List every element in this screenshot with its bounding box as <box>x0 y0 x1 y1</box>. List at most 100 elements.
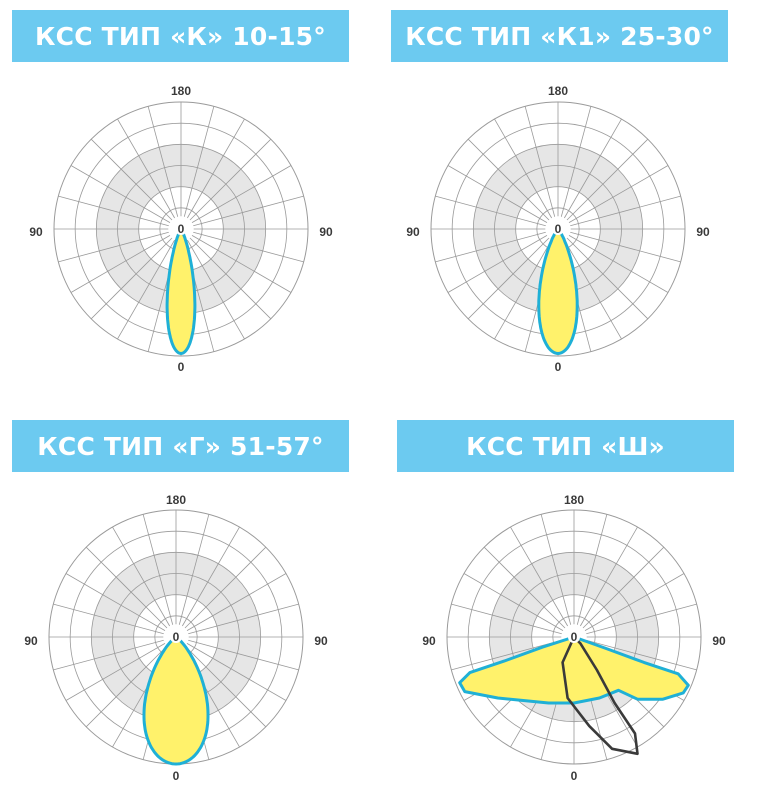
label-right: 90 <box>712 634 726 648</box>
label-top: 180 <box>166 493 186 507</box>
grid-spoke <box>182 526 240 627</box>
grid-spoke <box>85 546 168 629</box>
label-top: 180 <box>548 84 568 98</box>
grid-spoke <box>184 645 267 728</box>
center-dot <box>170 631 182 643</box>
grid-spoke <box>65 573 166 631</box>
grid-spoke <box>451 603 562 635</box>
grid-spoke <box>193 231 304 263</box>
label-bottom: 0 <box>173 769 180 783</box>
grid-spoke <box>564 239 622 340</box>
grid-spoke <box>187 118 245 219</box>
label-right: 90 <box>319 225 333 239</box>
center-dot <box>568 631 580 643</box>
grid-spoke <box>70 165 171 223</box>
grid-spoke <box>193 195 304 227</box>
label-left: 90 <box>24 634 38 648</box>
grid-spoke <box>117 118 175 219</box>
grid-spoke <box>142 514 174 625</box>
grid-spoke <box>58 231 169 263</box>
label-center: 0 <box>178 222 185 236</box>
grid-spoke <box>435 195 546 227</box>
grid-spoke <box>568 235 669 293</box>
grid-spoke <box>451 639 562 671</box>
diagram-title: КСС ТИП «Г» 51-57° <box>12 420 349 472</box>
grid-spoke <box>586 603 697 635</box>
label-left: 90 <box>406 225 420 239</box>
grid-spoke <box>582 546 665 629</box>
diagram-title: КСС ТИП «К» 10-15° <box>12 10 349 62</box>
grid-spoke <box>65 643 166 701</box>
grid-spoke <box>540 514 572 625</box>
center-dot <box>175 223 187 235</box>
grid-spoke <box>580 526 638 627</box>
grid-spoke <box>467 138 550 221</box>
grid-spoke <box>90 237 173 320</box>
grid-spoke <box>90 138 173 221</box>
label-bottom: 0 <box>555 360 562 374</box>
grid-spoke <box>494 118 552 219</box>
grid-spoke <box>186 643 287 701</box>
luminous-intensity-curve <box>142 635 210 766</box>
grid-spoke <box>564 118 622 219</box>
grid-spoke <box>570 195 681 227</box>
diagram-title: КСС ТИП «Ш» <box>397 420 734 472</box>
grid-spoke <box>85 645 168 728</box>
label-bottom: 0 <box>178 360 185 374</box>
label-center: 0 <box>555 222 562 236</box>
label-right: 90 <box>696 225 710 239</box>
grid-spoke <box>186 573 287 631</box>
grid-spoke <box>510 526 568 627</box>
grid-spoke <box>53 639 164 671</box>
label-top: 180 <box>564 493 584 507</box>
grid-spoke <box>188 603 299 635</box>
grid-spoke <box>189 237 272 320</box>
grid-spoke <box>70 235 171 293</box>
secondary-intensity-curve <box>561 635 639 756</box>
center-dot <box>552 223 564 235</box>
label-left: 90 <box>422 634 436 648</box>
grid-spoke <box>184 546 267 629</box>
grid-spoke <box>467 237 550 320</box>
grid-spoke <box>147 106 179 217</box>
grid-spoke <box>447 235 548 293</box>
grid-spoke <box>566 237 649 320</box>
label-center: 0 <box>173 630 180 644</box>
label-right: 90 <box>314 634 328 648</box>
luminous-intensity-curve <box>537 227 579 355</box>
grid-spoke <box>191 165 292 223</box>
label-left: 90 <box>29 225 43 239</box>
label-bottom: 0 <box>571 769 578 783</box>
grid-spoke <box>576 514 608 625</box>
grid-spoke <box>178 514 210 625</box>
grid-spoke <box>494 239 552 340</box>
grid-spoke <box>586 639 697 671</box>
grid-spoke <box>483 546 566 629</box>
grid-spoke <box>189 138 272 221</box>
grid-spoke <box>570 231 681 263</box>
grid-spoke <box>117 239 175 340</box>
grid-spoke <box>435 231 546 263</box>
grid-spoke <box>53 603 164 635</box>
grid-spoke <box>584 573 685 631</box>
grid-spoke <box>524 106 556 217</box>
label-top: 180 <box>171 84 191 98</box>
diagram-title: КСС ТИП «К1» 25-30° <box>391 10 728 62</box>
grid-spoke <box>191 235 292 293</box>
grid-spoke <box>447 165 548 223</box>
grid-spoke <box>566 138 649 221</box>
grid-spoke <box>58 195 169 227</box>
luminous-intensity-curve <box>458 635 690 705</box>
label-center: 0 <box>571 630 578 644</box>
grid-spoke <box>568 165 669 223</box>
grid-spoke <box>183 106 215 217</box>
grid-spoke <box>560 106 592 217</box>
luminous-intensity-curve <box>165 227 197 355</box>
grid-spoke <box>463 573 564 631</box>
grid-spoke <box>187 239 245 340</box>
grid-spoke <box>112 526 170 627</box>
